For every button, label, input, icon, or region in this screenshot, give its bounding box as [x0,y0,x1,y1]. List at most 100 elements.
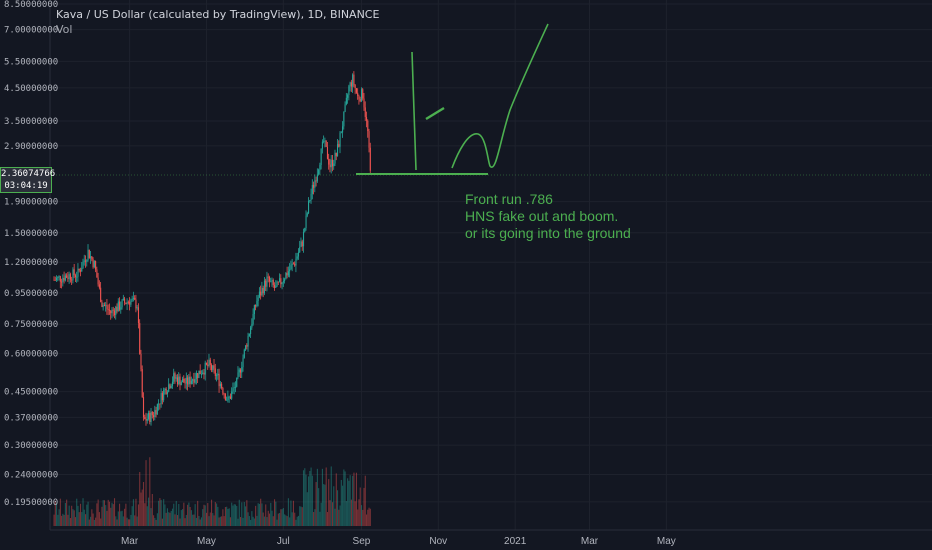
candle-body [276,281,278,287]
candle-body [96,269,98,278]
candle-body [59,276,61,282]
volume-bar [135,498,137,526]
volume-bar [272,516,274,526]
candle-body [348,86,350,96]
candle-body [349,82,351,87]
candle-body [329,164,331,168]
candle-body [205,362,208,365]
candle-body [124,298,126,303]
volume-bar [338,509,340,526]
volume-bar [54,500,56,526]
volume-bar [354,501,356,526]
candle-body [367,120,369,132]
candle-body [292,263,294,265]
grid-lines [50,0,932,530]
volume-bar [71,505,73,526]
candle-body [310,193,312,201]
volume-bar [119,503,121,526]
candle-body [223,393,225,395]
candle-body [289,269,291,272]
candle-body [108,309,111,311]
volume-bar [228,508,230,526]
candle-body [120,307,122,310]
volume-bar [224,507,226,526]
volume-bar [219,516,221,526]
y-tick-label: 0.37000000 [4,413,58,423]
candle-body [237,372,239,378]
volume-bar [337,490,339,526]
candle-body [91,256,93,260]
volume-bar [257,503,259,526]
candle-body [79,270,82,272]
volume-bar [139,472,141,526]
volume-bar [277,513,279,526]
candle-body [287,271,289,276]
candle-body [245,345,247,350]
volume-bar [300,506,302,526]
volume-bar [325,467,327,526]
volume-bar [53,514,55,526]
volume-bar [72,509,74,526]
volume-bar [140,492,142,526]
candle-body [101,301,103,307]
volume-bar [159,498,161,526]
volume-bar [164,504,166,526]
volume-bar [165,512,167,526]
candle-body [134,297,136,300]
candle-body [190,380,192,384]
candle-body [234,386,237,388]
candle-body [71,279,73,281]
candle-body [337,144,339,157]
volume-bar [56,502,58,526]
candle-body [135,299,137,309]
candle-body [272,280,274,285]
annotation-text[interactable]: Front run .786 HNS fake out and boom. or… [465,191,631,242]
volume-bar [158,500,160,526]
volume-bar [176,515,179,526]
candle-body [247,336,249,347]
candle-body [144,417,146,419]
candle-body [100,287,102,302]
candle-body [352,74,354,87]
candle-body [316,174,318,182]
volume-bar [200,517,203,526]
candle-body [193,379,195,383]
volume-bar [216,503,218,526]
candle-body [182,378,184,383]
volume-bar [350,499,352,526]
volume-bar [314,509,316,526]
candle-body [111,309,113,314]
volume-bar [64,502,66,526]
candle-body [66,275,68,278]
volume-bar [137,504,140,526]
candle-body [194,378,196,383]
candle-body [154,410,156,417]
volume-bar [211,499,213,526]
volume-bar [237,518,239,526]
candle-body [185,377,187,384]
candle-body [97,277,99,285]
candle-body [175,377,177,379]
candle-body [64,275,66,281]
x-tick-label: Mar [121,536,139,547]
candle-body [54,279,56,281]
volume-bar [241,502,243,526]
candle-body [243,349,245,358]
candle-body [131,298,133,301]
volume-bar [91,509,93,526]
volume-bar [334,508,336,526]
candle-body [257,297,259,302]
candle-body [262,287,264,294]
volume-bar [117,511,119,526]
volume-bar [188,502,190,526]
candle-body [355,88,357,93]
candle-body [281,282,283,285]
x-tick-label: Mar [581,536,599,547]
candle-body [345,97,347,105]
volume-bar [122,516,124,526]
candle-body [87,249,89,261]
volume-bar [185,514,187,526]
candle-body [296,256,298,259]
volume-bar [247,512,249,526]
